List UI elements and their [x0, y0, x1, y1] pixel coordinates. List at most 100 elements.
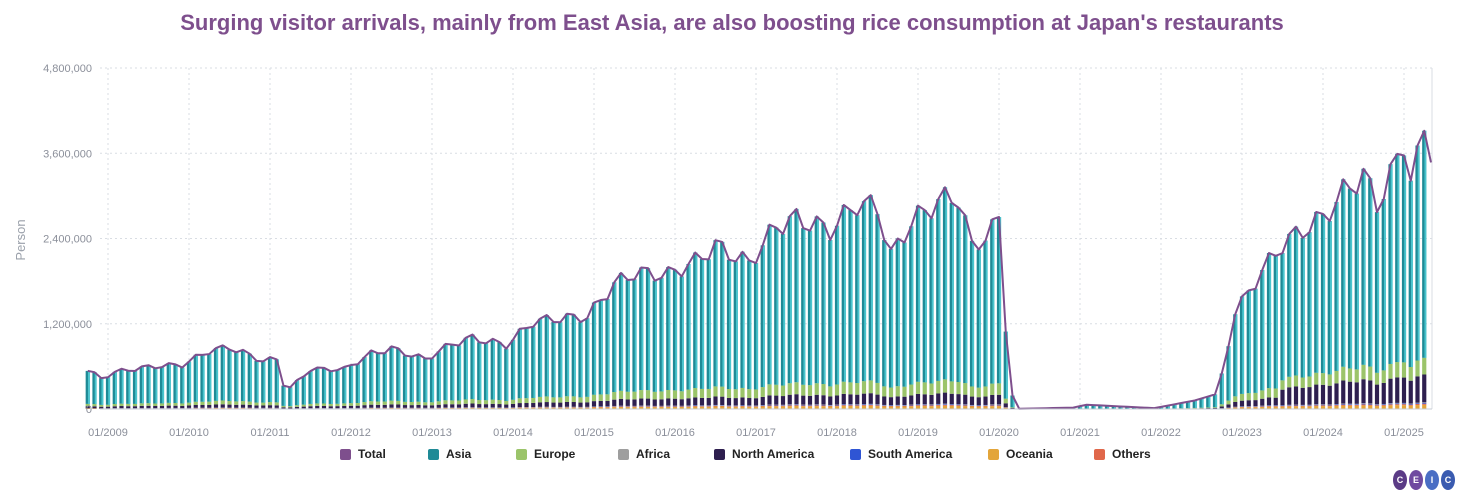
bar-segment-europe[interactable]: [531, 397, 536, 403]
bar-segment-others[interactable]: [1354, 404, 1359, 406]
bar-segment-europe[interactable]: [1273, 388, 1278, 398]
bar-segment-asia[interactable]: [686, 264, 691, 390]
bar-segment-others[interactable]: [720, 405, 725, 407]
bar-segment-europe[interactable]: [267, 402, 273, 406]
bar-segment-south-america[interactable]: [1334, 404, 1339, 406]
bar-segment-oceania[interactable]: [1368, 405, 1373, 409]
bar-segment-north-america[interactable]: [132, 406, 138, 409]
bar-segment-others[interactable]: [767, 405, 772, 407]
bar-segment-europe[interactable]: [828, 386, 833, 397]
bar-segment-europe[interactable]: [1347, 368, 1353, 382]
bar-segment-others[interactable]: [807, 405, 813, 407]
bar-segment-asia[interactable]: [105, 377, 111, 405]
bar-segment-oceania[interactable]: [1246, 407, 1251, 409]
bar-segment-asia[interactable]: [470, 334, 475, 400]
bar-segment-north-america[interactable]: [1206, 408, 1211, 409]
bar-segment-asia[interactable]: [1246, 290, 1251, 394]
bar-segment-europe[interactable]: [591, 394, 597, 402]
bar-segment-europe[interactable]: [247, 401, 252, 405]
bar-segment-north-america[interactable]: [929, 394, 934, 405]
bar-segment-oceania[interactable]: [909, 406, 914, 409]
bar-segment-europe[interactable]: [1388, 363, 1393, 379]
bar-segment-asia[interactable]: [1165, 405, 1170, 409]
bar-segment-europe[interactable]: [1266, 388, 1272, 398]
bar-segment-oceania[interactable]: [463, 407, 468, 409]
bar-segment-oceania[interactable]: [693, 406, 698, 409]
bar-segment-asia[interactable]: [261, 361, 266, 403]
total-line[interactable]: [87, 129, 1432, 410]
bar-segment-asia[interactable]: [1084, 404, 1089, 409]
bar-segment-north-america[interactable]: [139, 405, 144, 408]
bar-segment-asia[interactable]: [1091, 405, 1096, 409]
bar-segment-oceania[interactable]: [1381, 405, 1386, 409]
bar-segment-asia[interactable]: [504, 348, 509, 401]
bar-segment-asia[interactable]: [429, 358, 435, 403]
bar-segment-others[interactable]: [1415, 403, 1420, 406]
bar-segment-asia[interactable]: [1354, 193, 1359, 370]
bar-segment-europe[interactable]: [146, 403, 151, 406]
bar-segment-others[interactable]: [834, 405, 840, 407]
bar-segment-asia[interactable]: [112, 371, 117, 405]
bar-segment-south-america[interactable]: [1347, 404, 1353, 405]
bar-segment-africa[interactable]: [1415, 402, 1420, 404]
bar-segment-oceania[interactable]: [1307, 406, 1312, 409]
bar-segment-asia[interactable]: [578, 322, 583, 398]
bar-segment-north-america[interactable]: [524, 403, 529, 408]
bar-segment-north-america[interactable]: [645, 398, 651, 406]
bar-segment-north-america[interactable]: [166, 405, 171, 408]
bar-segment-others[interactable]: [1401, 404, 1407, 406]
bar-segment-others[interactable]: [915, 405, 921, 406]
bar-segment-europe[interactable]: [1314, 372, 1319, 385]
bar-segment-asia[interactable]: [153, 368, 158, 404]
bar-segment-europe[interactable]: [1293, 375, 1299, 387]
bar-segment-europe[interactable]: [936, 380, 941, 394]
bar-segment-europe[interactable]: [612, 392, 617, 400]
bar-segment-europe[interactable]: [443, 400, 448, 405]
bar-segment-oceania[interactable]: [1273, 406, 1278, 409]
bar-segment-others[interactable]: [855, 405, 860, 407]
bar-segment-asia[interactable]: [436, 351, 441, 402]
legend-item-asia[interactable]: Asia: [428, 447, 471, 461]
bar-segment-north-america[interactable]: [153, 405, 158, 409]
bar-segment-europe[interactable]: [760, 387, 765, 397]
bar-segment-north-america[interactable]: [780, 396, 786, 405]
bar-segment-oceania[interactable]: [1293, 406, 1299, 409]
bar-segment-north-america[interactable]: [990, 394, 995, 405]
bar-segment-europe[interactable]: [240, 401, 246, 405]
bar-segment-others[interactable]: [1300, 405, 1305, 407]
bar-segment-asia[interactable]: [767, 224, 772, 385]
bar-segment-north-america[interactable]: [1266, 397, 1272, 406]
bar-segment-asia[interactable]: [207, 354, 212, 402]
bar-segment-asia[interactable]: [456, 345, 462, 401]
bar-segment-north-america[interactable]: [105, 406, 111, 409]
bar-segment-south-america[interactable]: [834, 404, 840, 406]
bar-segment-oceania[interactable]: [942, 405, 948, 409]
bar-segment-asia[interactable]: [173, 364, 178, 404]
bar-segment-asia[interactable]: [902, 242, 907, 387]
bar-segment-oceania[interactable]: [936, 405, 941, 409]
bar-segment-others[interactable]: [1287, 405, 1292, 407]
bar-segment-asia[interactable]: [402, 355, 408, 402]
bar-segment-oceania[interactable]: [672, 406, 678, 409]
bar-segment-others[interactable]: [1293, 405, 1299, 407]
bar-segment-europe[interactable]: [126, 403, 131, 407]
bar-segment-asia[interactable]: [396, 348, 401, 401]
bar-segment-north-america[interactable]: [868, 393, 873, 404]
bar-segment-europe[interactable]: [922, 382, 927, 395]
bar-segment-europe[interactable]: [625, 391, 630, 400]
bar-segment-north-america[interactable]: [767, 395, 772, 405]
bar-segment-europe[interactable]: [1233, 396, 1238, 402]
bar-segment-north-america[interactable]: [1010, 408, 1015, 409]
bar-segment-europe[interactable]: [389, 400, 394, 405]
bar-segment-asia[interactable]: [1179, 403, 1184, 409]
bar-segment-europe[interactable]: [983, 386, 988, 397]
bar-segment-north-america[interactable]: [1395, 377, 1400, 403]
bar-segment-north-america[interactable]: [369, 404, 374, 408]
bar-segment-others[interactable]: [1314, 405, 1319, 407]
bar-segment-others[interactable]: [726, 406, 732, 407]
bar-segment-oceania[interactable]: [92, 408, 97, 409]
bar-segment-south-america[interactable]: [1381, 404, 1386, 406]
bar-segment-asia[interactable]: [1401, 155, 1407, 363]
bar-segment-others[interactable]: [801, 405, 806, 407]
bar-segment-north-america[interactable]: [787, 394, 792, 405]
